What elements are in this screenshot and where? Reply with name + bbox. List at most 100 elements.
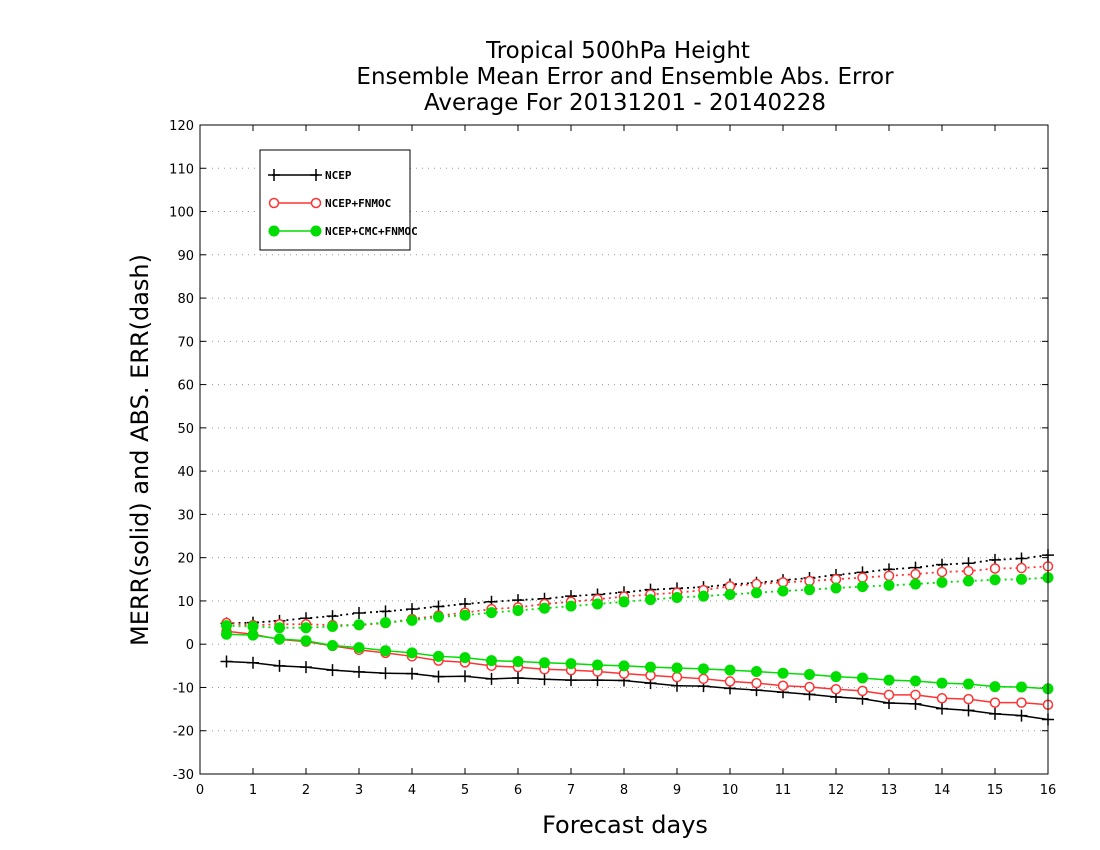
mean-error-point [300, 661, 312, 674]
mean-error-point [989, 697, 1001, 708]
abs-error-point [1016, 562, 1027, 574]
x-tick-label: 8 [620, 783, 628, 798]
x-tick-label: 15 [987, 783, 1004, 798]
y-tick-label: -10 [173, 681, 194, 696]
abs-error-point [751, 587, 762, 599]
abs-error-point [883, 579, 895, 591]
mean-error-point [777, 667, 789, 679]
abs-error-point [671, 591, 683, 603]
abs-error-point [406, 614, 418, 626]
y-tick-label: 10 [177, 595, 194, 610]
y-tick-label: 30 [177, 508, 194, 523]
x-tick-label: 3 [355, 783, 363, 798]
abs-error-point [1016, 573, 1027, 585]
x-tick-label: 9 [673, 783, 681, 798]
legend-box [259, 149, 411, 251]
mean-error-point [379, 667, 392, 680]
abs-error-point [300, 622, 312, 634]
abs-error-point [777, 585, 789, 597]
abs-error-point [830, 582, 842, 594]
mean-error-point [380, 645, 391, 657]
abs-error-point [247, 620, 259, 632]
abs-error-point [963, 575, 974, 587]
mean-error-point [618, 660, 630, 672]
abs-error-point [592, 598, 603, 610]
plot-frame [199, 124, 1049, 775]
abs-error-line-ncep [226, 554, 1049, 625]
abs-error-point [486, 607, 497, 619]
legend-marker [310, 169, 322, 181]
mean-error-point [406, 647, 418, 659]
mean-error-point [327, 639, 338, 651]
mean-error-line-ncep-fnmoc [226, 630, 1049, 706]
x-tick-label: 14 [934, 783, 951, 798]
mean-error-point [539, 657, 550, 669]
mean-error-point [247, 656, 259, 669]
x-tick-label: 0 [196, 783, 204, 798]
abs-error-point [857, 572, 868, 583]
mean-error-point [1016, 681, 1027, 693]
mean-error-point [910, 689, 921, 701]
x-axis: 0 1 2 3 4 5 6 7 8 9 10 11 12 13 14 15 16 [196, 125, 1056, 798]
mean-error-point [804, 668, 815, 680]
mean-error-point [459, 652, 471, 664]
abs-error-point [724, 588, 736, 600]
mean-error-point [989, 707, 1001, 720]
mean-error-point [724, 664, 736, 676]
legend-label: NCEP+FNMOC [325, 197, 391, 210]
legend-marker [268, 225, 280, 237]
abs-error-point [327, 620, 338, 632]
y-tick-label: 90 [177, 249, 194, 264]
abs-error-point [379, 605, 392, 618]
mean-error-point [433, 650, 444, 662]
x-tick-label: 16 [1040, 783, 1057, 798]
abs-error-point [936, 566, 948, 578]
mean-error-point [857, 672, 868, 684]
y-tick-label: 70 [177, 335, 194, 350]
mean-error-point [300, 635, 312, 647]
mean-error-point [936, 677, 948, 689]
x-tick-label: 6 [514, 783, 522, 798]
mean-error-point [406, 667, 418, 680]
y-tick-label: 50 [177, 422, 194, 437]
abs-error-point [618, 596, 630, 608]
y-tick-label: 40 [177, 465, 194, 480]
mean-error-point [1015, 709, 1028, 722]
mean-error-point [698, 663, 709, 675]
y-tick-label: -20 [173, 725, 194, 740]
mean-error-point [804, 681, 815, 693]
mean-error-point [777, 680, 789, 691]
y-tick-label: 80 [177, 292, 194, 307]
legend-marker [268, 197, 280, 209]
mean-error-point [751, 677, 762, 689]
title-line-3: Average For 20131201 - 20140228 [424, 90, 826, 116]
legend-marker [310, 197, 322, 209]
abs-error-point [910, 578, 921, 590]
abs-error-point [857, 581, 868, 593]
y-tick-label: 100 [169, 206, 194, 221]
abs-error-point [221, 620, 232, 632]
x-tick-label: 4 [408, 783, 416, 798]
abs-error-point [804, 584, 815, 596]
abs-error-line-ncep-cmc-fnmoc [226, 576, 1049, 629]
mean-error-point [645, 661, 656, 673]
mean-error-point [671, 662, 683, 674]
y-axis: -30 -20 -10 0 10 20 30 40 50 60 70 80 90 100 110 120 [169, 119, 1048, 783]
x-tick-label: 5 [461, 783, 469, 798]
y-tick-label: -30 [173, 768, 194, 783]
mean-error-point [724, 676, 736, 687]
abs-error-point [539, 602, 550, 614]
mean-error-point [857, 685, 868, 697]
legend-item-ncep: NCEP [268, 169, 352, 182]
x-tick-label: 13 [881, 783, 898, 798]
series-ncep-cmc-fnmoc [221, 572, 1054, 695]
abs-error-point [751, 578, 762, 590]
abs-error-point [777, 577, 789, 588]
abs-error-point [804, 575, 815, 587]
abs-error-point [963, 565, 974, 577]
abs-error-point [433, 611, 444, 623]
mean-error-point [962, 704, 975, 717]
abs-error-line-ncep-fnmoc [226, 565, 1049, 627]
mean-error-point [326, 664, 339, 677]
